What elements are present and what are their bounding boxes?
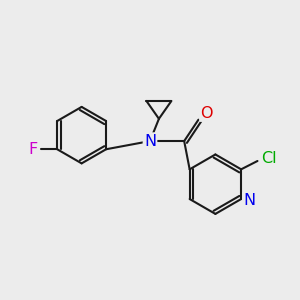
Text: N: N bbox=[144, 134, 156, 148]
Text: N: N bbox=[243, 193, 256, 208]
Text: O: O bbox=[200, 106, 213, 121]
Text: F: F bbox=[28, 142, 37, 157]
Text: Cl: Cl bbox=[261, 151, 277, 166]
